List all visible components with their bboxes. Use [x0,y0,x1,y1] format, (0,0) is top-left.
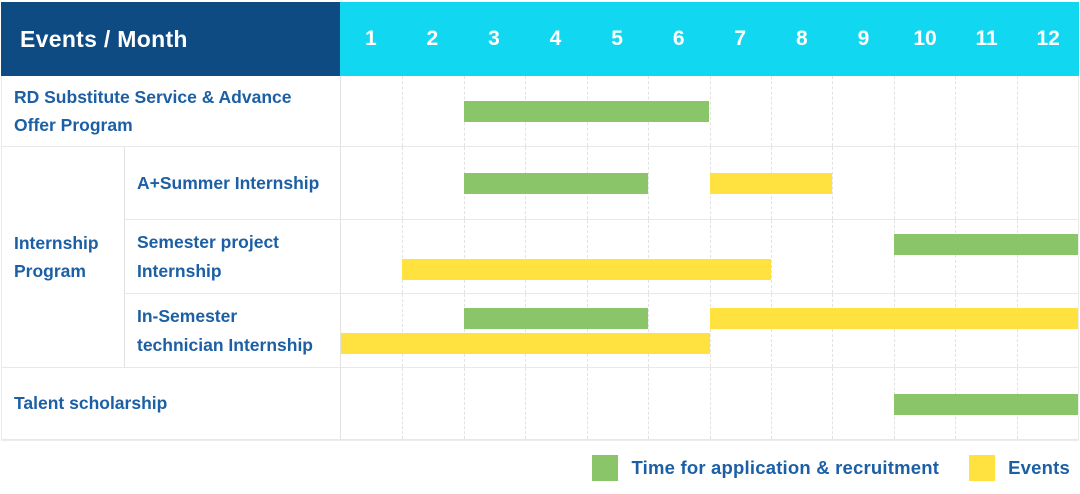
month-grid-cell [832,147,893,219]
month-grid-cell [341,220,402,293]
month-grid-cell [463,220,525,293]
month-grid-cell [893,220,955,293]
month-grid-cell [955,147,1016,219]
events-month-table: Events / Month 1 2 3 4 5 6 7 8 9 10 11 12 RD Substi… [1,2,1079,441]
month-label: 2 [426,27,439,50]
month-label: 8 [795,27,808,50]
month-grid-cell [832,76,893,146]
month-grid-cell [1016,220,1078,293]
row-label-in-semester-technician: In-Semester technician Internship [125,294,341,368]
month-grid-cell [709,220,771,293]
gantt-bar-application [893,233,1078,255]
row-label-talent-scholarship: Talent scholarship [2,368,341,440]
month-grid-cell [648,368,709,439]
timeline-row-semester-project [341,220,1078,294]
month-grid-cell [402,368,463,439]
month-grid-cell [341,76,402,146]
month-label: 5 [611,27,623,50]
month-grid-cell [1016,147,1078,219]
gantt-bar-application [463,101,710,122]
month-grid-cell [709,76,771,146]
month-grid-cell [525,294,586,367]
gantt-bar-event [709,173,833,194]
month-grid-cell [893,76,955,146]
month-grid-cell [463,368,525,439]
legend-swatch-events [969,455,996,481]
month-grid-cell [586,294,648,367]
month-label: 7 [734,27,747,50]
month-grid-cell [832,294,893,367]
month-grid-cell [402,147,463,219]
month-grid-cell [709,368,771,439]
month-grid-cell [402,76,463,146]
timeline-row-talent-scholarship [341,368,1078,440]
month-grid-cell [955,76,1016,146]
month-grid-cell [648,220,709,293]
timeline-row-rd-substitute [341,76,1078,147]
month-label: 11 [975,27,998,50]
month-grid-cell [770,76,832,146]
month-grid-cell [955,294,1016,367]
month-label: 1 [364,27,377,50]
month-grid-cell [893,294,955,367]
month-label: 12 [1036,27,1060,50]
timeline-row-a-plus-summer [341,147,1078,220]
month-grid-cell [770,294,832,367]
month-header: 1 2 3 4 5 6 7 8 9 10 11 12 [340,2,1079,76]
month-grid-cell [1016,76,1078,146]
row-label-rd-substitute: RD Substitute Service & Advance Offer Pr… [2,76,341,147]
month-grid-cell [648,147,709,219]
month-grid-cell [586,220,648,293]
timeline-row-in-semester-technician [341,294,1078,368]
legend-item-application: Time for application & recruitment [592,455,939,481]
month-grid-cell [341,368,402,439]
gantt-bar-application [463,307,649,329]
month-grid-cell [586,368,648,439]
row-label-a-plus-summer: A+Summer Internship [125,147,341,220]
gantt-bar-application [893,393,1078,415]
gantt-bar-application [463,173,649,194]
table-body: RD Substitute Service & Advance Offer Pr… [1,76,1079,441]
legend-item-events: Events [969,455,1070,481]
month-label: 6 [672,27,685,50]
month-label: 9 [857,27,870,50]
row-label-semester-project: Semester project Internship [125,220,341,294]
month-grid-cell [893,147,955,219]
gantt-bar-event [341,332,710,354]
legend-label-events: Events [1008,457,1070,478]
month-grid-cell [525,368,586,439]
gantt-bar-event [709,307,1078,329]
legend-label-application: Time for application & recruitment [631,457,940,478]
table-title: Events / Month [1,2,340,76]
gantt-bar-event [402,258,771,280]
month-grid-cell [955,220,1016,293]
month-grid-cell [463,294,525,367]
month-grid-cell [770,220,832,293]
month-label: 10 [913,27,937,50]
month-grid-cell [770,368,832,439]
month-grid-cell [341,294,402,367]
month-grid-cell [709,294,771,367]
legend: Time for application & recruitment Event… [592,455,1070,481]
legend-swatch-application [592,455,619,481]
table-header-row: Events / Month 1 2 3 4 5 6 7 8 9 10 11 12 [1,2,1079,76]
month-label: 3 [488,27,500,50]
month-grid-cell [648,294,709,367]
month-grid-cell [525,220,586,293]
group-label-internship-program: Internship Program [2,147,125,368]
month-grid-cell [402,294,463,367]
month-grid-cell [832,220,893,293]
month-grid-cell [832,368,893,439]
month-label: 4 [549,27,562,50]
month-grid-cell [341,147,402,219]
month-grid-cell [402,220,463,293]
month-grid-cell [1016,294,1078,367]
